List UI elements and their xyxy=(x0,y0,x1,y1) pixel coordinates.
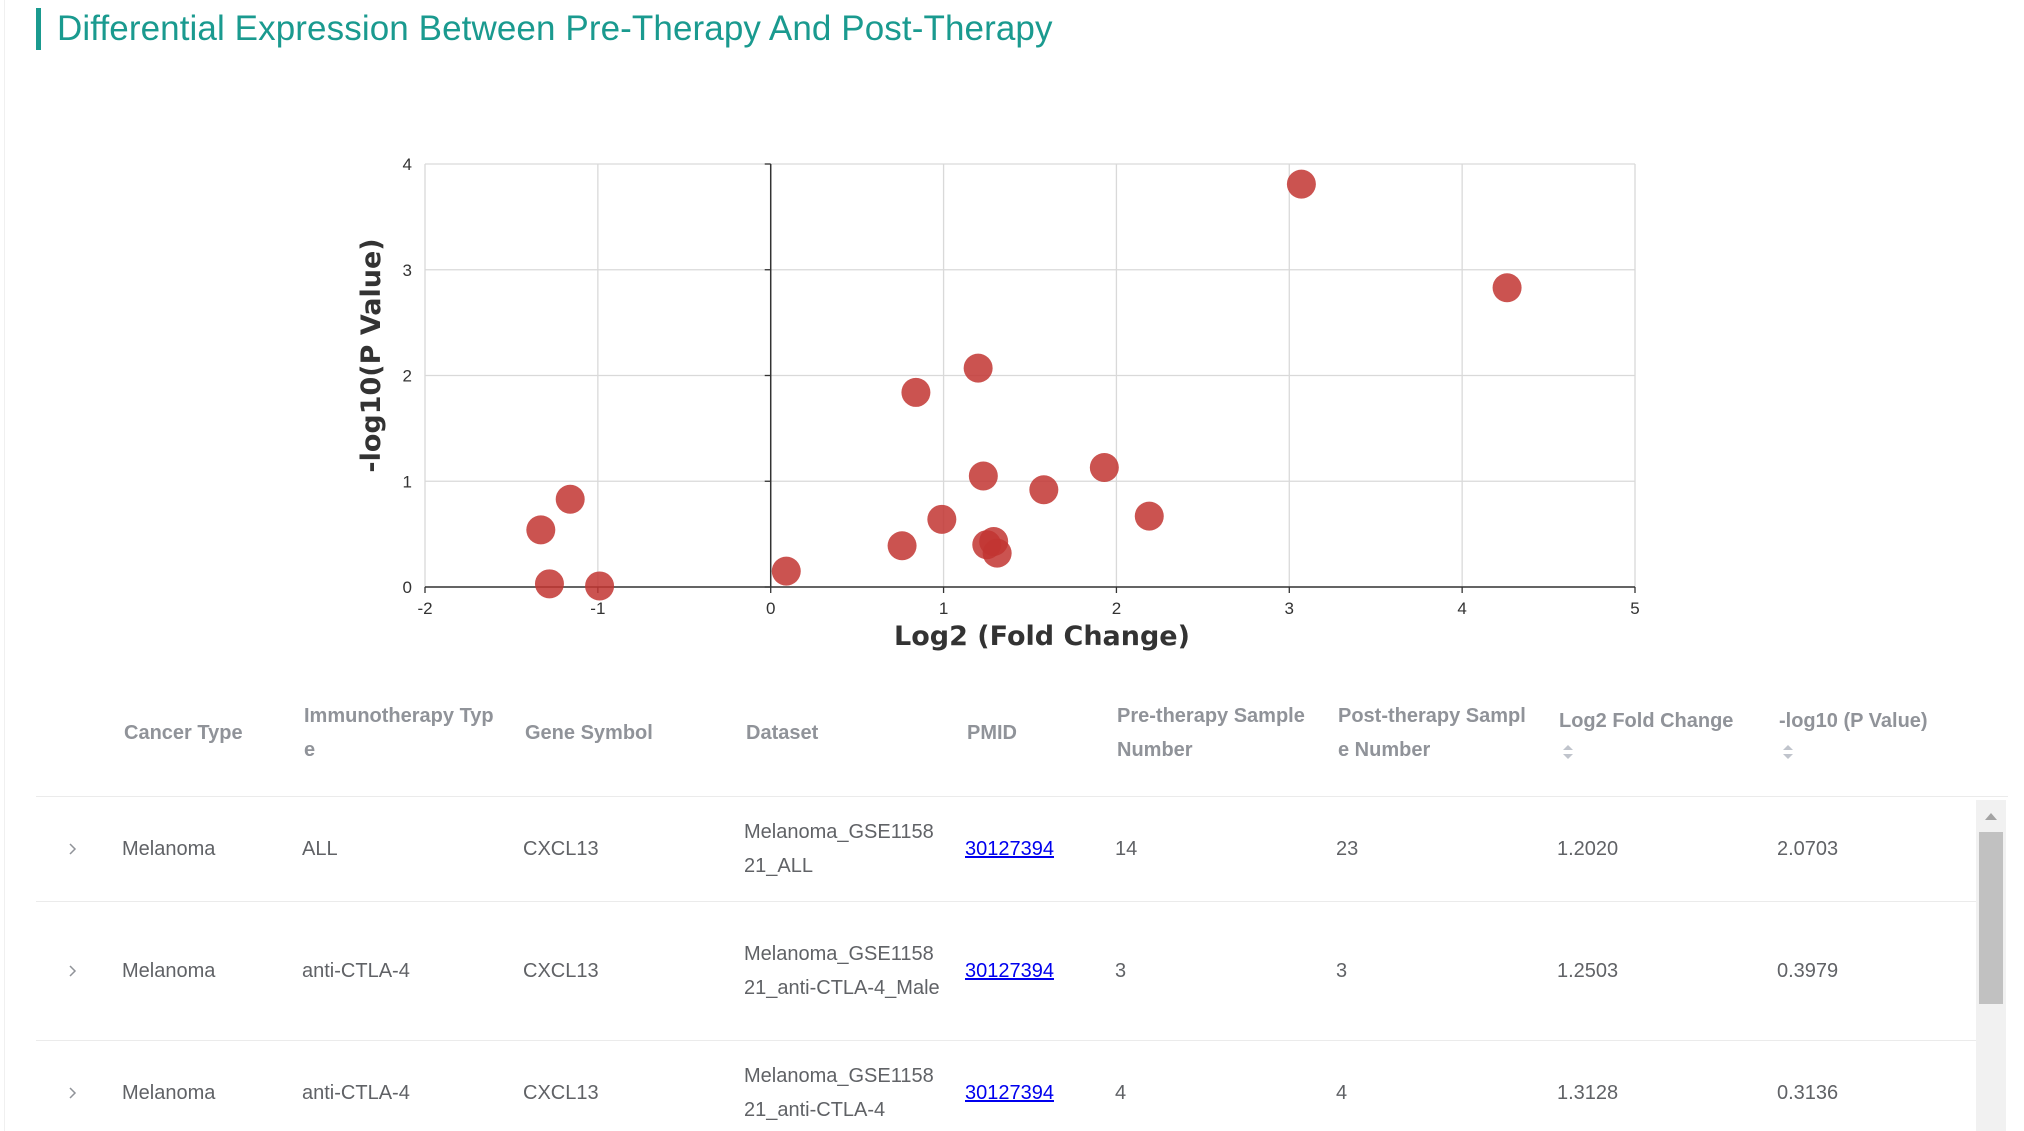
data-point xyxy=(1029,475,1059,505)
section-header: Differential Expression Between Pre-Ther… xyxy=(36,8,1053,50)
cell-immunotherapy-type: anti-CTLA-4 xyxy=(302,1082,410,1104)
cell-cancer-type: Melanoma xyxy=(122,1082,216,1104)
expand-row-button[interactable] xyxy=(66,797,80,901)
cell-immunotherapy-type: anti-CTLA-4 xyxy=(302,960,410,982)
data-point xyxy=(771,556,801,586)
pmid-link[interactable]: 30127394 xyxy=(965,960,1054,982)
scrollbar-thumb[interactable] xyxy=(1979,832,2003,1004)
table-row: Melanoma anti-CTLA-4 CXCL13 Melanoma_GSE… xyxy=(36,1041,1981,1131)
data-point xyxy=(901,377,931,407)
data-point xyxy=(887,531,917,561)
header-cancer-type: Cancer Type xyxy=(124,722,243,744)
chevron-right-icon xyxy=(69,843,77,855)
expand-row-button[interactable] xyxy=(66,1041,80,1131)
header-pre-therapy-sample-number: Pre-therapy Sample Number xyxy=(1117,705,1305,761)
cell-dataset: Melanoma_GSE115821_anti-CTLA-4_Male xyxy=(744,943,940,999)
cell-pre-therapy-n: 3 xyxy=(1115,960,1127,982)
data-point xyxy=(585,571,615,601)
cell-immunotherapy-type: ALL xyxy=(302,838,338,860)
data-point xyxy=(963,353,993,383)
cell-gene-symbol: CXCL13 xyxy=(523,838,599,860)
x-tick-label: -2 xyxy=(417,599,432,618)
data-point xyxy=(968,461,998,491)
table-body: Melanoma ALL CXCL13 Melanoma_GSE115821_A… xyxy=(36,797,1981,1131)
data-point xyxy=(534,569,564,599)
pmid-link[interactable]: 30127394 xyxy=(965,1082,1054,1104)
cell-cancer-type: Melanoma xyxy=(122,838,216,860)
x-tick-label: 3 xyxy=(1285,599,1294,618)
x-tick-label: 4 xyxy=(1457,599,1466,618)
data-point xyxy=(526,515,556,545)
header-log2-fold-change[interactable]: Log2 Fold Change xyxy=(1559,670,1755,796)
data-point xyxy=(1089,453,1119,483)
cell-post-therapy-n: 3 xyxy=(1336,960,1348,982)
x-tick-label: 0 xyxy=(766,599,775,618)
cell-log2-fold-change: 1.2020 xyxy=(1557,838,1619,860)
x-tick-label: 5 xyxy=(1630,599,1639,618)
pmid-link[interactable]: 30127394 xyxy=(965,838,1054,860)
y-tick-label: 4 xyxy=(403,155,412,174)
title-accent-bar xyxy=(36,8,41,50)
data-point xyxy=(1286,169,1316,199)
cell-pre-therapy-n: 14 xyxy=(1115,838,1138,860)
y-tick-label: 1 xyxy=(403,472,412,491)
cell-log2-fold-change: 1.3128 xyxy=(1557,1082,1619,1104)
header-immunotherapy-type: Immunotherapy Type xyxy=(304,705,494,761)
y-axis-title: -log10(P Value) xyxy=(356,238,387,472)
cell-neglog10-p-value: 0.3979 xyxy=(1777,960,1839,982)
cell-gene-symbol: CXCL13 xyxy=(523,960,599,982)
chevron-right-icon xyxy=(69,965,77,977)
table-row: Melanoma anti-CTLA-4 CXCL13 Melanoma_GSE… xyxy=(36,902,1981,1041)
table-scrollbar[interactable] xyxy=(1976,800,2006,1131)
data-point xyxy=(1492,273,1522,303)
scroll-up-arrow-icon[interactable] xyxy=(1983,810,1999,822)
cell-pre-therapy-n: 4 xyxy=(1115,1082,1127,1104)
header-neglog10-p-value-label: -log10 (P Value) xyxy=(1779,710,1928,732)
cell-dataset: Melanoma_GSE115821_anti-CTLA-4 xyxy=(744,1065,934,1121)
sort-icon[interactable] xyxy=(1561,742,1575,762)
data-point xyxy=(1134,501,1164,531)
cell-cancer-type: Melanoma xyxy=(122,960,216,982)
y-tick-label: 0 xyxy=(403,578,412,597)
volcano-scatter-chart: -2 -1 0 1 2 3 4 5 0 1 2 3 4 Log2 (Fold Change) -log10(… xyxy=(356,155,1640,652)
header-neglog10-p-value[interactable]: -log10 (P Value) xyxy=(1779,670,1975,796)
table-row: Melanoma ALL CXCL13 Melanoma_GSE115821_A… xyxy=(36,797,1981,902)
chevron-right-icon xyxy=(69,1087,77,1099)
x-axis-title: Log2 (Fold Change) xyxy=(894,621,1190,652)
data-point xyxy=(979,527,1009,557)
cell-dataset: Melanoma_GSE115821_ALL xyxy=(744,821,934,877)
cell-post-therapy-n: 23 xyxy=(1336,838,1359,860)
cell-post-therapy-n: 4 xyxy=(1336,1082,1348,1104)
cell-log2-fold-change: 1.2503 xyxy=(1557,960,1619,982)
left-border xyxy=(4,0,5,1131)
x-tick-label: -1 xyxy=(590,599,605,618)
table-header: Cancer Type Immunotherapy Type Gene Symb… xyxy=(36,670,2008,797)
y-tick-label: 3 xyxy=(403,261,412,280)
results-table: Cancer Type Immunotherapy Type Gene Symb… xyxy=(36,670,2008,1131)
x-tick-label: 2 xyxy=(1112,599,1121,618)
header-post-therapy-sample-number: Post-therapy Sample Number xyxy=(1338,705,1526,761)
cell-neglog10-p-value: 0.3136 xyxy=(1777,1082,1839,1104)
data-point xyxy=(555,484,585,514)
expand-row-button[interactable] xyxy=(66,902,80,1040)
sort-icon[interactable] xyxy=(1781,742,1795,762)
data-point xyxy=(927,504,957,534)
header-log2-fold-change-label: Log2 Fold Change xyxy=(1559,710,1734,732)
cell-neglog10-p-value: 2.0703 xyxy=(1777,838,1839,860)
y-tick-label: 2 xyxy=(403,367,412,386)
cell-gene-symbol: CXCL13 xyxy=(523,1082,599,1104)
section-title: Differential Expression Between Pre-Ther… xyxy=(57,9,1053,48)
x-tick-label: 1 xyxy=(939,599,948,618)
header-pmid: PMID xyxy=(967,722,1017,744)
header-dataset: Dataset xyxy=(746,722,819,744)
header-gene-symbol: Gene Symbol xyxy=(525,722,653,744)
